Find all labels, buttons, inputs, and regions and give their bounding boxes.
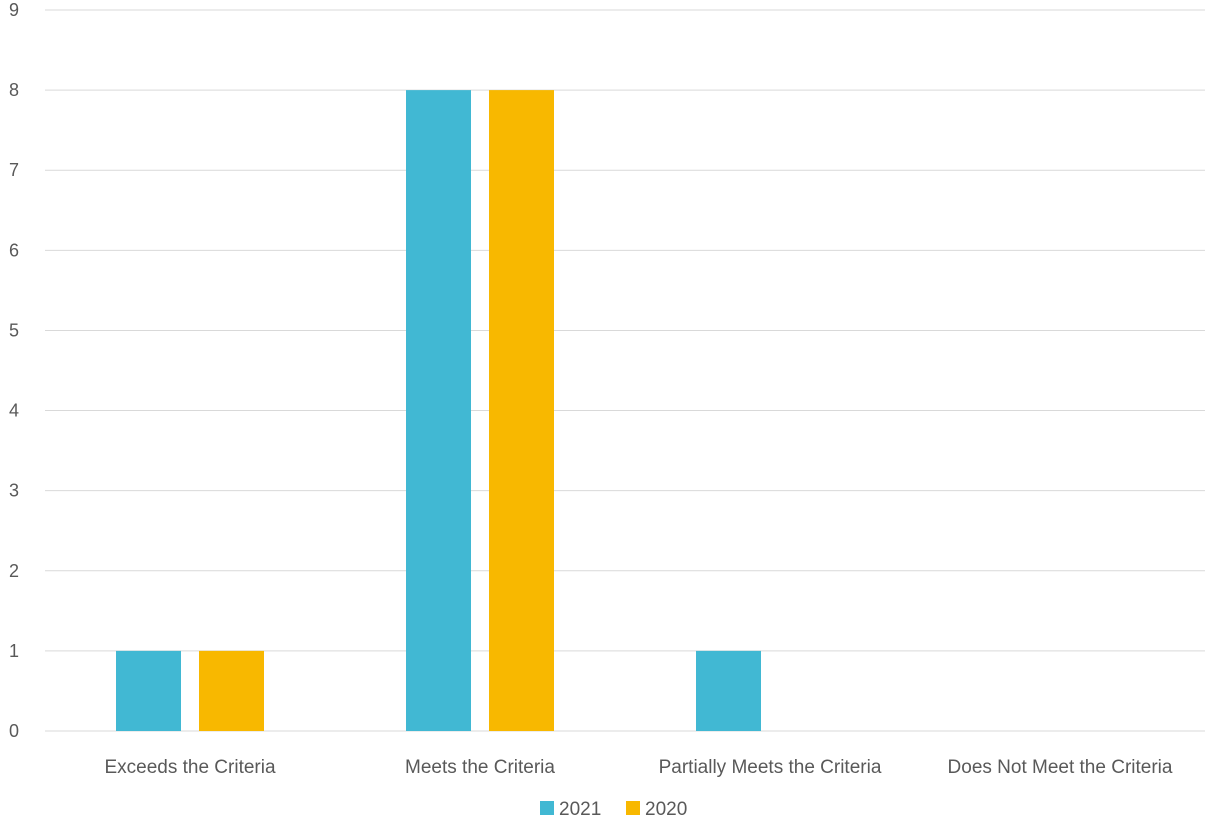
y-axis-ticks: 0 1 2 3 4 5 6 7 8 9 <box>9 0 19 741</box>
legend-label-2021: 2021 <box>559 799 601 820</box>
y-tick-label: 8 <box>9 80 19 100</box>
y-tick-label: 6 <box>9 240 19 260</box>
y-tick-label: 2 <box>9 561 19 581</box>
y-tick-label: 1 <box>9 641 19 661</box>
legend: 2021 2020 <box>540 799 687 820</box>
y-tick-label: 5 <box>9 320 19 340</box>
x-tick-label: Does Not Meet the Criteria <box>948 757 1173 778</box>
x-axis-ticks: Exceeds the Criteria Meets the Criteria Pa… <box>104 757 1172 778</box>
x-tick-label: Meets the Criteria <box>405 757 555 778</box>
gridlines <box>45 9 1205 732</box>
y-tick-label: 3 <box>9 481 19 501</box>
y-tick-label: 7 <box>9 160 19 180</box>
y-tick-label: 4 <box>9 401 19 421</box>
x-tick-label: Exceeds the Criteria <box>104 757 276 778</box>
legend-label-2020: 2020 <box>645 799 687 820</box>
legend-swatch-2020 <box>626 801 640 815</box>
y-tick-label: 0 <box>9 721 19 741</box>
bar-2020 <box>489 90 554 732</box>
bar-2021 <box>696 650 761 731</box>
y-tick-label: 9 <box>9 0 19 20</box>
bar-2020 <box>199 650 264 731</box>
legend-swatch-2021 <box>540 801 554 815</box>
x-tick-label: Partially Meets the Criteria <box>659 757 882 778</box>
bar-2021 <box>406 90 471 732</box>
bar-2021 <box>116 650 181 731</box>
bars <box>116 90 761 732</box>
